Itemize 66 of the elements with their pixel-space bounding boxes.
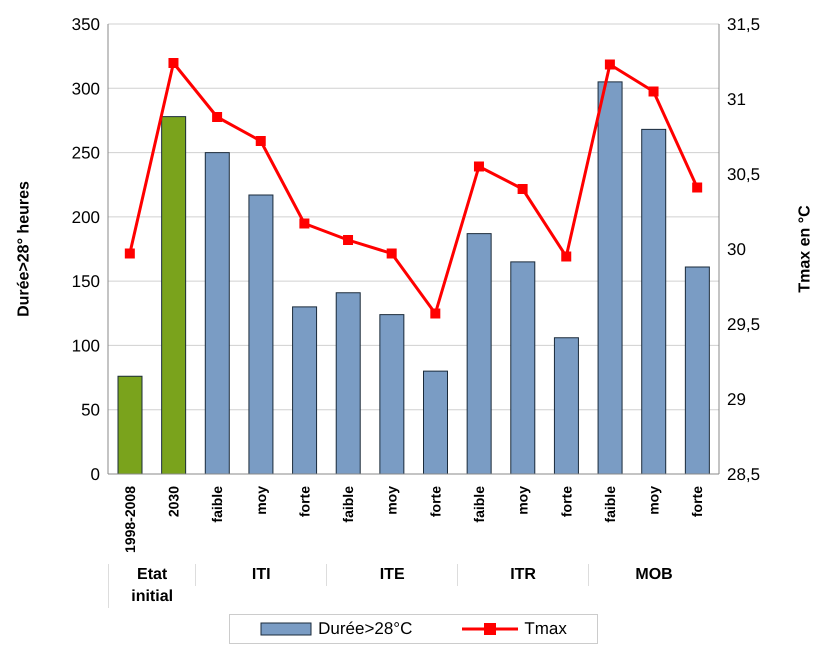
legend-label: Tmax xyxy=(524,619,567,639)
y-tick-label: 250 xyxy=(72,144,100,163)
text: ITI xyxy=(195,564,326,586)
bar xyxy=(510,261,536,474)
point xyxy=(518,184,528,194)
bar xyxy=(379,314,404,474)
y-axis-title: Durée>28° heures xyxy=(16,181,33,317)
y-tick-label: 0 xyxy=(90,465,100,484)
x-tick-label: forte xyxy=(689,486,706,518)
point xyxy=(212,112,222,122)
point xyxy=(474,162,484,172)
bar xyxy=(423,370,448,474)
bar xyxy=(641,128,666,474)
y-tick-label: 50 xyxy=(81,400,100,420)
bar xyxy=(161,116,186,474)
y-tick-label: 100 xyxy=(72,336,100,356)
x-tick-label: 2030 xyxy=(165,486,182,518)
point xyxy=(604,60,615,70)
x-tick-label: forte xyxy=(296,486,312,518)
legend-label: Durée>28°C xyxy=(318,619,412,639)
point xyxy=(168,58,178,68)
y-tick-label: 350 xyxy=(72,15,100,34)
point xyxy=(692,182,702,192)
y2-tick-label: 31 xyxy=(727,90,746,110)
y-tick-label: 300 xyxy=(72,79,100,98)
bar xyxy=(466,233,492,474)
y2-tick-label: 28,5 xyxy=(727,465,760,484)
y2-tick-label: 29,5 xyxy=(727,315,760,334)
x-tick-label: faible xyxy=(470,486,487,523)
text: ITE xyxy=(326,564,458,586)
point xyxy=(256,136,266,146)
x-tick-label: moy xyxy=(514,486,531,515)
x-tick-label: moy xyxy=(252,486,269,515)
point xyxy=(561,252,572,262)
point xyxy=(430,308,440,318)
x-tick-label: faible xyxy=(209,486,226,523)
y2-axis-title: Tmax en °C xyxy=(796,204,814,293)
x-tick-label: moy xyxy=(384,486,400,515)
y2-tick-label: 31,5 xyxy=(727,15,760,34)
y2-tick-label: 30 xyxy=(727,240,746,260)
x-tick-label: faible xyxy=(340,486,356,523)
x-tick-label: moy xyxy=(646,486,662,515)
x-tick-label: forte xyxy=(427,486,444,518)
point xyxy=(648,86,659,96)
y2-tick-label: 30,5 xyxy=(727,165,760,184)
bar xyxy=(554,337,579,474)
text: MOB xyxy=(588,564,719,586)
point xyxy=(343,235,354,245)
y2-tick-label: 29 xyxy=(727,390,746,410)
bar xyxy=(118,376,142,474)
y-tick-label: 150 xyxy=(72,272,100,292)
point xyxy=(386,248,397,258)
y-tick-label: 200 xyxy=(72,208,100,227)
bar xyxy=(336,292,361,474)
x-tick-label: 1998-2008 xyxy=(122,486,138,553)
bar xyxy=(684,266,710,474)
bar xyxy=(248,194,274,474)
point xyxy=(299,218,310,228)
text: Etat initial xyxy=(108,564,196,608)
point xyxy=(124,248,135,258)
bar xyxy=(598,81,623,474)
x-tick-label: forte xyxy=(558,486,574,518)
x-tick-label: faible xyxy=(602,486,618,523)
text: ITR xyxy=(457,564,588,586)
bar xyxy=(292,306,318,474)
bar xyxy=(204,152,230,474)
